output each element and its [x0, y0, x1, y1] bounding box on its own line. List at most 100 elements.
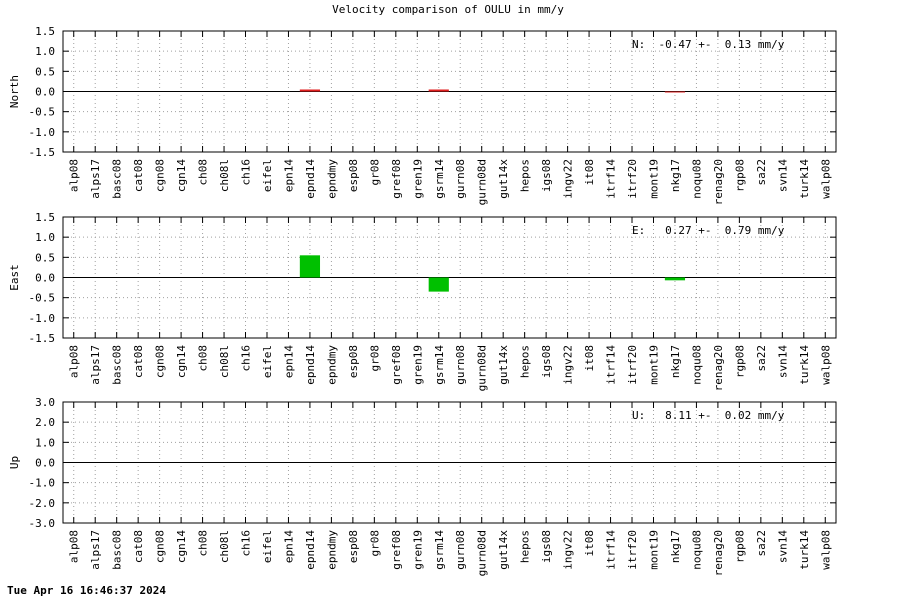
- x-tick-label: ch08l: [218, 345, 231, 378]
- x-tick-label: itrf14: [605, 530, 618, 570]
- annotation: U: 8.11 +- 0.02 mm/y: [632, 409, 785, 422]
- x-tick-label: cgn14: [175, 159, 188, 192]
- bar: [299, 255, 321, 278]
- x-tick-label: ingv22: [562, 530, 575, 570]
- x-tick-label: gr08: [368, 159, 381, 186]
- y-tick-label: -2.0: [29, 497, 56, 510]
- x-tick-label: renag20: [712, 345, 725, 391]
- x-tick-label: gref08: [390, 159, 403, 199]
- x-tick-label: hepos: [519, 530, 532, 563]
- x-tick-label: eifel: [261, 530, 274, 563]
- x-tick-label: epnd14: [304, 159, 317, 199]
- plot-frame: [62, 216, 837, 339]
- x-tick-label: eifel: [261, 345, 274, 378]
- x-tick-label: basc08: [111, 530, 124, 570]
- x-tick-label: noqu08: [690, 345, 703, 385]
- x-tick-label: gurn08: [454, 345, 467, 385]
- x-tick-label: ch16: [240, 530, 253, 557]
- x-tick-label: gsrm14: [433, 345, 446, 385]
- x-tick-label: svn14: [776, 345, 789, 378]
- x-tick-label: mont19: [647, 530, 660, 570]
- x-tick-label: esp08: [347, 159, 360, 192]
- x-tick-label: alp08: [68, 345, 81, 378]
- x-tick-label: epnd14: [304, 345, 317, 385]
- y-tick-label: -0.5: [29, 292, 56, 305]
- x-tick-label: turk14: [798, 159, 811, 199]
- x-tick-label: gurn08d: [476, 530, 489, 576]
- x-tick-label: ch08: [197, 159, 210, 186]
- x-tick-label: cgn08: [154, 530, 167, 563]
- x-tick-label: nkg17: [669, 530, 682, 563]
- x-tick-label: epn14: [282, 345, 295, 378]
- x-tick-label: epndmy: [325, 530, 338, 570]
- x-tick-label: gsrm14: [433, 530, 446, 570]
- y-tick-label: 0.0: [35, 86, 55, 99]
- x-tick-label: mont19: [647, 345, 660, 385]
- x-tick-label: nkg17: [669, 345, 682, 378]
- x-tick-label: esp08: [347, 345, 360, 378]
- x-tick-label: walp08: [819, 159, 832, 199]
- y-axis-label: North: [8, 75, 21, 108]
- y-tick-label: 1.0: [35, 231, 55, 244]
- y-tick-label: 3.0: [35, 396, 55, 409]
- x-tick-label: epn14: [282, 530, 295, 563]
- y-tick-label: 0.0: [35, 272, 55, 285]
- x-tick-label: basc08: [111, 345, 124, 385]
- y-tick-label: 0.5: [35, 251, 55, 264]
- x-tick-label: renag20: [712, 530, 725, 576]
- bar: [664, 91, 686, 93]
- annotation: E: 0.27 +- 0.79 mm/y: [632, 224, 785, 237]
- x-tick-label: walp08: [819, 530, 832, 570]
- chart-title: Velocity comparison of OULU in mm/y: [332, 3, 564, 16]
- y-tick-label: -1.5: [29, 332, 56, 345]
- x-tick-label: gref08: [390, 345, 403, 385]
- bar: [428, 277, 449, 292]
- x-tick-label: gurn08d: [476, 159, 489, 205]
- x-tick-label: ch08l: [218, 530, 231, 563]
- x-tick-label: turk14: [798, 530, 811, 570]
- x-tick-label: cat08: [132, 159, 145, 192]
- x-tick-label: gurn08d: [476, 345, 489, 391]
- x-tick-label: itrf20: [626, 530, 639, 570]
- x-tick-label: ch08: [197, 345, 210, 372]
- x-tick-label: cgn08: [154, 345, 167, 378]
- x-tick-label: nkg17: [669, 159, 682, 192]
- y-tick-label: 1.5: [35, 25, 55, 38]
- bar: [428, 89, 449, 92]
- x-tick-label: gr08: [368, 530, 381, 557]
- x-tick-label: noqu08: [690, 159, 703, 199]
- x-tick-label: alps17: [89, 159, 102, 199]
- x-tick-label: ingv22: [562, 159, 575, 199]
- y-tick-label: 1.0: [35, 436, 55, 449]
- plot-frame: [62, 401, 837, 524]
- x-tick-label: cat08: [132, 345, 145, 378]
- x-tick-label: gut14x: [497, 530, 510, 570]
- x-tick-label: rgp08: [733, 159, 746, 192]
- x-tick-label: it08: [583, 345, 596, 372]
- x-tick-label: hepos: [519, 159, 532, 192]
- x-tick-label: epn14: [282, 159, 295, 192]
- x-tick-label: sa22: [755, 345, 768, 372]
- y-axis-label: East: [8, 264, 21, 291]
- x-tick-label: alps17: [89, 530, 102, 570]
- plot-frame: [62, 30, 837, 153]
- x-tick-label: ch16: [240, 159, 253, 186]
- annotation: N: -0.47 +- 0.13 mm/y: [632, 38, 785, 51]
- x-tick-label: ch16: [240, 345, 253, 372]
- x-tick-label: cgn14: [175, 345, 188, 378]
- x-tick-label: sa22: [755, 530, 768, 557]
- y-tick-label: 1.0: [35, 45, 55, 58]
- x-tick-label: epndmy: [325, 159, 338, 199]
- x-tick-label: itrf20: [626, 345, 639, 385]
- y-tick-label: -1.0: [29, 312, 56, 325]
- x-tick-label: sa22: [755, 159, 768, 186]
- x-tick-label: gsrm14: [433, 159, 446, 199]
- x-tick-label: gut14x: [497, 345, 510, 385]
- x-tick-label: itrf14: [605, 345, 618, 385]
- x-tick-label: ch08: [197, 530, 210, 557]
- x-tick-label: renag20: [712, 159, 725, 205]
- y-tick-label: 1.5: [35, 211, 55, 224]
- y-tick-label: -1.0: [29, 477, 56, 490]
- y-axis-label: Up: [8, 456, 21, 469]
